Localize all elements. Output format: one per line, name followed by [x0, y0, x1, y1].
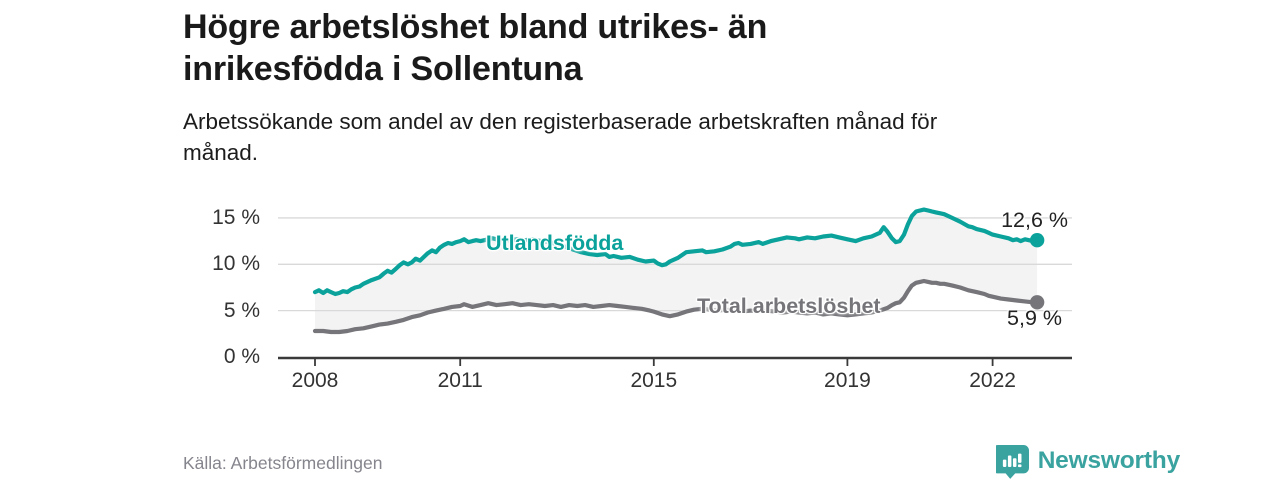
- page-subtitle-line2: månad.: [183, 140, 259, 165]
- y-axis-tick-label: 15 %: [212, 205, 260, 229]
- newsworthy-logo[interactable]: Newsworthy: [992, 442, 1181, 480]
- newsworthy-logo-icon: [992, 443, 1029, 479]
- page-title-line1: Högre arbetslöshet bland utrikes- än: [183, 8, 768, 46]
- series-line-utlandsf-dda: [312, 207, 1040, 297]
- series-label-utlandsfodda: Utlandsfödda: [486, 231, 624, 255]
- x-axis-tick-label: 2011: [437, 369, 483, 392]
- page-title-line2: inrikesfödda i Sollentuna: [183, 50, 583, 88]
- x-axis-tick-label: 2019: [824, 369, 871, 392]
- page-subtitle-line1: Arbetssökande som andel av den registerb…: [183, 109, 938, 134]
- series-line-total-arbetsl-shet: [312, 278, 1040, 335]
- end-value-label-utlandsfodda: 12,6 %: [1001, 208, 1068, 232]
- newsworthy-logo-text: Newsworthy: [1037, 447, 1181, 474]
- y-axis-tick-label: 5 %: [223, 298, 260, 322]
- x-axis-tick-label: 2008: [291, 369, 339, 392]
- y-axis-tick-label: 10 %: [212, 252, 260, 276]
- y-axis-tick-label: 0 %: [223, 345, 260, 368]
- series-end-dot: [1029, 232, 1045, 248]
- x-axis-tick-label: 2022: [969, 369, 1016, 392]
- x-axis-tick-label: 2015: [630, 369, 678, 392]
- source-attribution: Källa: Arbetsförmedlingen: [183, 453, 383, 473]
- series-label-total-arbetsloshet: Total arbetslöshet: [697, 294, 881, 318]
- page-subtitle: Arbetssökande som andel av den registerb…: [183, 106, 1063, 168]
- series-end-dot: [1029, 295, 1045, 310]
- page-title: Högre arbetslöshet bland utrikes- än inr…: [183, 6, 1063, 90]
- end-value-label-total: 5,9 %: [1007, 306, 1062, 330]
